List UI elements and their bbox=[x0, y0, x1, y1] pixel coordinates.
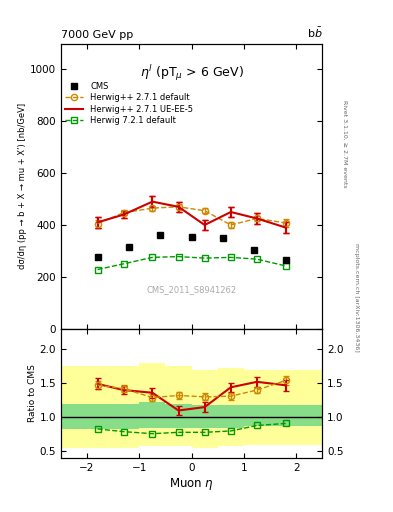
Text: CMS_2011_S8941262: CMS_2011_S8941262 bbox=[147, 285, 237, 294]
Text: Rivet 3.1.10, ≥ 2.7M events: Rivet 3.1.10, ≥ 2.7M events bbox=[342, 99, 347, 187]
Y-axis label: Ratio to CMS: Ratio to CMS bbox=[28, 365, 37, 422]
Y-axis label: dσ/dη (pp → b + X → mu + X’) [nb/GeV]: dσ/dη (pp → b + X → mu + X’) [nb/GeV] bbox=[18, 103, 27, 269]
Text: $\eta^l$ (pT$_\mu$ > 6 GeV): $\eta^l$ (pT$_\mu$ > 6 GeV) bbox=[140, 63, 244, 83]
Text: mcplots.cern.ch [arXiv:1306.3436]: mcplots.cern.ch [arXiv:1306.3436] bbox=[354, 243, 359, 351]
X-axis label: Muon $\eta$: Muon $\eta$ bbox=[169, 476, 214, 492]
Legend: CMS, Herwig++ 2.7.1 default, Herwig++ 2.7.1 UE-EE-5, Herwig 7.2.1 default: CMS, Herwig++ 2.7.1 default, Herwig++ 2.… bbox=[65, 82, 193, 125]
Text: b$\bar{b}$: b$\bar{b}$ bbox=[307, 26, 322, 40]
Text: 7000 GeV pp: 7000 GeV pp bbox=[61, 30, 133, 40]
